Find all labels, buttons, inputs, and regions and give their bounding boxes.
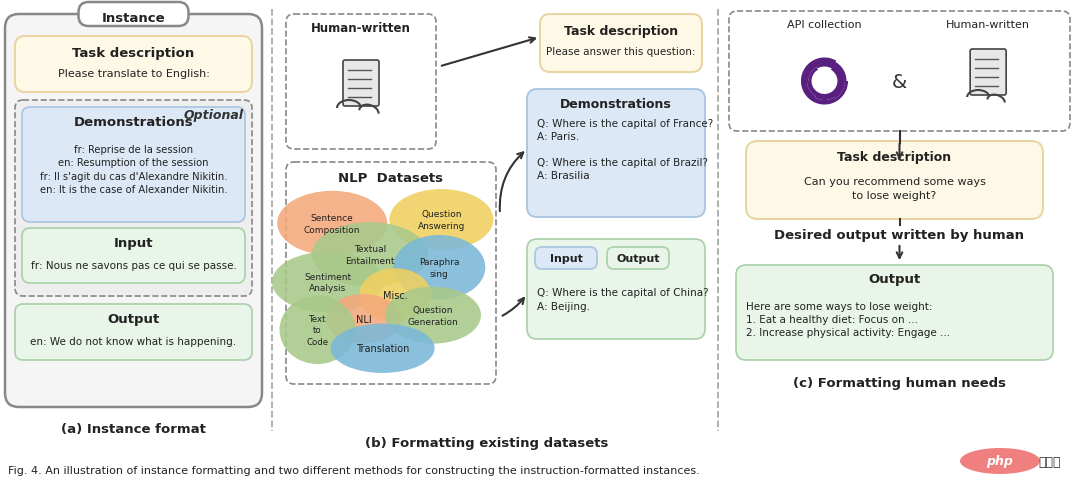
FancyBboxPatch shape — [970, 50, 1007, 96]
Text: Instance: Instance — [102, 12, 165, 24]
Text: Paraphra
sing: Paraphra sing — [419, 257, 460, 278]
FancyBboxPatch shape — [286, 15, 436, 150]
Text: en: We do not know what is happening.: en: We do not know what is happening. — [30, 336, 237, 346]
Text: Here are some ways to lose weight:
1. Eat a healthy diet: Focus on ...
2. Increa: Here are some ways to lose weight: 1. Ea… — [746, 301, 950, 338]
FancyBboxPatch shape — [729, 12, 1070, 132]
FancyBboxPatch shape — [540, 15, 702, 73]
Text: Please translate to English:: Please translate to English: — [57, 69, 210, 79]
Text: Q: Where is the capital of China?
A: Beijing.: Q: Where is the capital of China? A: Bei… — [537, 288, 708, 311]
Text: Task description: Task description — [837, 151, 951, 164]
FancyBboxPatch shape — [15, 37, 252, 93]
Text: Misc.: Misc. — [382, 290, 407, 300]
Text: Output: Output — [868, 273, 920, 286]
FancyBboxPatch shape — [535, 247, 597, 269]
Text: Input: Input — [550, 253, 582, 264]
Text: Q: Where is the capital of France?
A: Paris.

Q: Where is the capital of Brazil?: Q: Where is the capital of France? A: Pa… — [537, 119, 713, 181]
FancyBboxPatch shape — [79, 3, 189, 27]
FancyBboxPatch shape — [5, 15, 262, 407]
FancyBboxPatch shape — [286, 163, 496, 384]
Text: Human-written: Human-written — [311, 22, 410, 36]
Text: (c) Formatting human needs: (c) Formatting human needs — [793, 376, 1005, 389]
Text: Demonstrations: Demonstrations — [561, 97, 672, 110]
FancyBboxPatch shape — [527, 90, 705, 218]
Text: Optional: Optional — [184, 108, 244, 121]
Ellipse shape — [390, 190, 494, 250]
FancyBboxPatch shape — [746, 142, 1043, 220]
Ellipse shape — [384, 287, 481, 344]
Text: Please answer this question:: Please answer this question: — [546, 47, 696, 57]
Ellipse shape — [960, 448, 1040, 474]
Text: API collection: API collection — [787, 20, 862, 30]
Text: Task description: Task description — [564, 24, 678, 38]
FancyBboxPatch shape — [343, 61, 379, 107]
Text: Human-written: Human-written — [946, 20, 1030, 30]
Text: php: php — [986, 454, 1013, 468]
Text: Task description: Task description — [72, 46, 194, 60]
FancyBboxPatch shape — [527, 240, 705, 339]
Ellipse shape — [312, 223, 428, 287]
Text: NLI: NLI — [355, 314, 372, 324]
Text: &: & — [892, 72, 907, 91]
Text: 中文网: 中文网 — [1039, 454, 1062, 468]
FancyBboxPatch shape — [22, 108, 245, 223]
FancyBboxPatch shape — [22, 228, 245, 284]
FancyBboxPatch shape — [607, 247, 669, 269]
Ellipse shape — [278, 191, 388, 256]
Text: Output: Output — [107, 313, 160, 326]
Ellipse shape — [280, 296, 355, 365]
Text: Translation: Translation — [356, 344, 409, 353]
FancyBboxPatch shape — [735, 265, 1053, 360]
Text: Demonstrations: Demonstrations — [73, 116, 193, 129]
Text: NLP  Datasets: NLP Datasets — [338, 171, 444, 184]
Text: Sentence
Composition: Sentence Composition — [303, 213, 361, 234]
FancyBboxPatch shape — [15, 101, 252, 296]
Text: Output: Output — [617, 253, 660, 264]
Text: Text
to
Code: Text to Code — [307, 314, 328, 346]
Text: Sentiment
Analysis: Sentiment Analysis — [305, 272, 352, 293]
Text: fr: Reprise de la session
en: Resumption of the session
fr: Il s'agit du cas d'A: fr: Reprise de la session en: Resumption… — [40, 145, 227, 194]
Ellipse shape — [326, 294, 402, 344]
Text: Question
Answering: Question Answering — [418, 210, 465, 230]
Text: Input: Input — [113, 237, 153, 250]
Text: Desired output written by human: Desired output written by human — [774, 229, 1025, 242]
Ellipse shape — [330, 324, 434, 373]
Ellipse shape — [360, 269, 431, 322]
Text: Can you recommend some ways
to lose weight?: Can you recommend some ways to lose weig… — [804, 177, 985, 200]
Ellipse shape — [393, 236, 485, 300]
Text: Question
Generation: Question Generation — [407, 305, 458, 326]
Text: fr: Nous ne savons pas ce qui se passe.: fr: Nous ne savons pas ce qui se passe. — [30, 261, 237, 270]
Text: Fig. 4. An illustration of instance formatting and two different methods for con: Fig. 4. An illustration of instance form… — [8, 465, 700, 475]
Text: (a) Instance format: (a) Instance format — [62, 423, 206, 436]
Text: (b) Formatting existing datasets: (b) Formatting existing datasets — [365, 436, 608, 448]
Ellipse shape — [272, 252, 384, 313]
FancyBboxPatch shape — [15, 305, 252, 360]
Text: Textual
Entailment: Textual Entailment — [346, 244, 395, 265]
